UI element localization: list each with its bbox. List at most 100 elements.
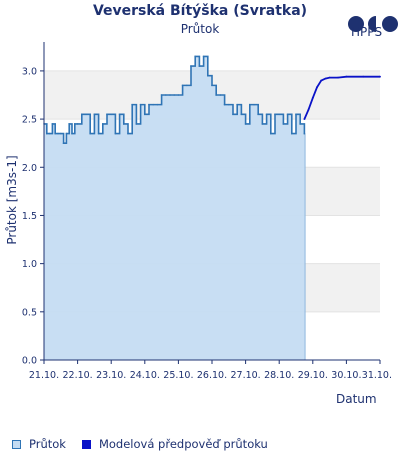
x-tick-label: 26.10.: [197, 370, 227, 381]
observed-point: [139, 103, 142, 106]
forecast-point: [324, 77, 327, 80]
x-axis-label: Datum: [336, 392, 377, 406]
observed-point: [62, 142, 65, 144]
observed-point: [219, 94, 222, 96]
observed-point: [152, 103, 154, 106]
observed-point: [60, 132, 62, 135]
observed-point: [54, 132, 56, 135]
observed-point: [291, 132, 293, 135]
forecast-point: [345, 75, 348, 78]
observed-point: [114, 132, 117, 135]
observed-point: [223, 103, 226, 106]
x-tick-label: 31.10.: [362, 370, 392, 381]
observed-point: [181, 84, 184, 87]
observed-point: [249, 103, 251, 106]
observed-point: [102, 123, 104, 125]
observed-point: [76, 123, 79, 125]
observed-point: [278, 113, 281, 116]
forecast-point: [316, 86, 318, 89]
observed-point: [257, 113, 260, 116]
observed-point: [48, 132, 51, 135]
observed-point: [215, 94, 217, 96]
forecast-swatch-icon: [81, 439, 91, 449]
observed-point: [71, 132, 73, 135]
forecast-point: [307, 108, 310, 111]
chart-title: Veverská Bítýška (Svratka): [92, 3, 308, 19]
observed-point: [299, 123, 302, 125]
observed-point: [186, 84, 188, 87]
grid-band: [44, 42, 380, 71]
forecast-point: [337, 76, 339, 79]
observed-point: [127, 132, 129, 135]
observed-point: [202, 55, 205, 58]
hpps-logo: [348, 16, 398, 32]
legend-item-observed[interactable]: Průtok: [12, 437, 66, 451]
observed-point: [190, 65, 192, 67]
y-tick-label: 0.5: [22, 307, 37, 318]
axes: 0.0 0.5 1.0 1.5 2.0 2.5 3.0 21.10. 22.10. 23.10. 2…: [22, 42, 392, 381]
observed-point: [198, 65, 201, 67]
observed-point: [65, 132, 68, 135]
observed-point: [97, 132, 100, 135]
observed-point: [46, 132, 48, 135]
plot-area: [43, 55, 381, 361]
observed-point: [144, 113, 146, 116]
x-tick-label: 29.10.: [298, 370, 328, 381]
forecast-point: [328, 76, 331, 79]
observed-point: [165, 94, 167, 96]
observed-point: [156, 103, 159, 106]
observed-point: [173, 94, 175, 96]
x-tick-label: 21.10.: [29, 370, 59, 381]
observed-point: [211, 84, 213, 87]
observed-point: [207, 74, 209, 77]
observed-point: [148, 103, 150, 106]
observed-point: [194, 55, 196, 58]
x-tick-label: 27.10.: [230, 370, 260, 381]
x-tick-label: 22.10.: [62, 370, 92, 381]
y-tick-label: 2.5: [22, 115, 37, 126]
y-axis-label: Průtok [m3s-1]: [5, 155, 19, 244]
observed-point: [177, 94, 180, 96]
observed-point: [74, 123, 76, 125]
observed-point: [118, 113, 121, 116]
observed-point: [160, 94, 163, 96]
observed-point: [265, 113, 268, 116]
observed-point: [286, 113, 289, 116]
observed-point: [240, 113, 243, 116]
observed-area: [44, 56, 306, 361]
legend-item-forecast[interactable]: Modelová předpověď průtoku: [81, 437, 268, 451]
x-tick-label: 23.10.: [96, 370, 126, 381]
observed-point: [303, 132, 306, 135]
x-tick-label: 24.10.: [130, 370, 160, 381]
observed-point: [106, 113, 108, 116]
y-tick-label: 1.0: [22, 259, 37, 270]
observed-point: [232, 113, 234, 116]
observed-point: [123, 123, 125, 125]
x-tick-label: 25.10.: [163, 370, 193, 381]
legend-label-observed: Průtok: [29, 437, 66, 451]
observed-point: [57, 132, 59, 135]
observed-point: [85, 113, 87, 116]
observed-point: [110, 113, 112, 116]
chart-subtitle: Průtok: [180, 22, 220, 36]
observed-point: [68, 123, 70, 125]
x-tick-label: 30.10.: [331, 370, 361, 381]
observed-point: [261, 123, 264, 125]
observed-point: [228, 103, 230, 106]
forecast-point: [379, 75, 381, 78]
logo-text: HPPS: [351, 25, 383, 39]
observed-point: [93, 113, 96, 116]
forecast-point: [320, 79, 323, 82]
forecast-point: [362, 75, 365, 78]
observed-point: [51, 123, 54, 125]
observed-point: [282, 123, 285, 125]
observed-point: [89, 132, 91, 135]
legend: Průtok Modelová předpověď průtoku: [12, 437, 284, 451]
observed-point: [270, 132, 272, 135]
observed-swatch-icon: [12, 439, 21, 449]
observed-point: [253, 103, 255, 106]
y-tick-label: 3.0: [22, 66, 37, 77]
observed-point: [274, 113, 276, 116]
y-tick-label: 2.0: [22, 163, 37, 174]
forecast-point: [303, 118, 306, 120]
